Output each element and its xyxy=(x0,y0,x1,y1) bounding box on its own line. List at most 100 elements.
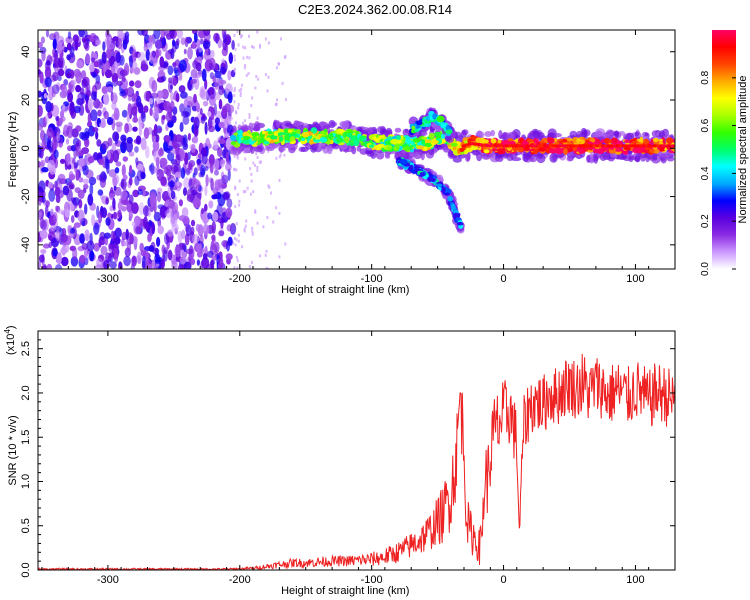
heatmap-noise-cell xyxy=(183,177,191,190)
colorbar-tick-label: 0.4 xyxy=(700,166,711,180)
heatmap-noise-speck xyxy=(251,230,254,234)
signal-track-cell xyxy=(428,132,435,139)
branch-track-cell xyxy=(419,172,425,177)
heatmap-noise-cell xyxy=(85,169,94,179)
heatmap-noise-cell xyxy=(121,164,126,177)
page-title: C2E3.2024.362.00.08.R14 xyxy=(298,2,452,17)
heatmap-noise-cell xyxy=(131,48,137,58)
heatmap-noise-cell xyxy=(46,263,53,269)
heatmap-noise-speck xyxy=(266,89,269,93)
heatmap-noise-cell xyxy=(40,129,46,141)
heatmap-noise-speck xyxy=(235,111,238,115)
heatmap-noise-cell xyxy=(131,106,138,116)
heatmap-noise-cell xyxy=(180,91,188,99)
heatmap-noise-cell xyxy=(183,48,187,55)
heatmap-noise-cell xyxy=(106,116,114,126)
heatmap-noise-cell xyxy=(69,228,76,234)
heatmap-noise-cell xyxy=(41,167,49,173)
signal-track-cell xyxy=(289,136,296,141)
heatmap-noise-cell xyxy=(175,153,181,166)
signal-track-halo xyxy=(359,148,368,155)
heatmap-noise-cell xyxy=(95,39,101,46)
heatmap-noise-cell xyxy=(55,194,61,204)
signal-track-cell xyxy=(497,139,502,144)
heatmap-noise-cell xyxy=(56,131,61,142)
heatmap-noise-cell xyxy=(41,139,46,151)
signal-track-cell xyxy=(483,149,490,154)
branch-track-cell xyxy=(455,217,461,221)
heatmap-noise-speck xyxy=(238,89,241,92)
heatmap-noise-cell xyxy=(41,50,46,62)
signal-track-halo xyxy=(300,146,309,152)
branch-track-cell xyxy=(430,177,436,182)
signal-track-halo xyxy=(618,131,626,136)
heatmap-noise-speck xyxy=(233,237,236,240)
heatmap-noise-cell xyxy=(107,42,115,50)
heatmap-noise-cell xyxy=(123,62,130,76)
heatmap-noise-cell xyxy=(140,63,149,72)
heatmap-noise-cell xyxy=(171,223,179,232)
heatmap-noise-cell xyxy=(202,224,210,236)
heatmap-noise-cell xyxy=(153,106,159,119)
heatmap-noise-speck xyxy=(266,216,269,220)
heatmap-noise-speck xyxy=(233,167,236,171)
heatmap-noise-cell xyxy=(126,110,130,123)
heatmap-noise-cell xyxy=(143,90,151,102)
heatmap-noise-cell xyxy=(43,264,47,269)
heatmap-y-tick-label: 40 xyxy=(20,46,32,58)
signal-track-cell xyxy=(395,143,400,150)
heatmap-noise-cell xyxy=(112,131,120,142)
signal-track-halo xyxy=(481,153,492,160)
heatmap-noise-speck xyxy=(241,121,244,125)
signal-track-cell xyxy=(284,134,289,141)
heatmap-noise-cell xyxy=(84,30,88,38)
heatmap-noise-cell xyxy=(96,257,103,267)
signal-track-cell xyxy=(563,148,568,155)
signal-track-halo xyxy=(293,120,299,128)
heatmap-noise-cell xyxy=(211,220,216,234)
heatmap-noise-cell xyxy=(195,62,202,72)
heatmap-noise-cell xyxy=(92,127,99,133)
heatmap-noise-speck xyxy=(260,160,262,164)
heatmap-noise-speck xyxy=(241,83,243,87)
heatmap-noise-cell xyxy=(122,137,127,150)
heatmap-noise-cell xyxy=(136,95,142,108)
heatmap-noise-cell xyxy=(201,113,206,119)
colorbar-label: Normalized spectral amplitude xyxy=(737,76,749,224)
snr-y-multiplier: (x104) xyxy=(3,325,17,355)
heatmap-noise-speck xyxy=(238,179,241,183)
heatmap-noise-cell xyxy=(129,80,135,87)
heatmap-noise-cell xyxy=(148,245,155,252)
signal-track-cell xyxy=(353,139,360,146)
heatmap-noise-cell xyxy=(163,30,172,37)
heatmap-noise-cell xyxy=(99,173,103,182)
secondary-track-cell xyxy=(415,120,423,126)
signal-track-cell xyxy=(406,141,411,145)
heatmap-noise-cell xyxy=(228,52,233,64)
heatmap-noise-speck xyxy=(235,168,238,172)
snr-x-tick-label: -100 xyxy=(361,574,383,586)
signal-track-halo xyxy=(634,155,641,163)
heatmap-noise-cell xyxy=(227,115,233,121)
heatmap-noise-speck xyxy=(267,149,270,153)
signal-track-cell xyxy=(624,147,631,151)
heatmap-noise-cell xyxy=(145,221,150,232)
heatmap-noise-cell xyxy=(83,38,89,50)
heatmap-noise-cell xyxy=(165,135,171,142)
heatmap-noise-cell xyxy=(45,30,50,38)
heatmap-x-tick-label: 100 xyxy=(626,273,644,285)
heatmap-noise-cell xyxy=(76,98,84,106)
heatmap-noise-cell xyxy=(211,255,218,261)
heatmap-noise-cell xyxy=(214,179,222,191)
heatmap-noise-speck xyxy=(256,116,259,120)
heatmap-noise-cell xyxy=(196,48,200,57)
heatmap-noise-cell xyxy=(58,117,64,125)
signal-track-cell xyxy=(313,139,321,143)
heatmap-noise-cell xyxy=(190,143,196,153)
heatmap-noise-cell xyxy=(105,217,111,226)
heatmap-x-tick-label: -300 xyxy=(97,273,119,285)
heatmap-noise-cell xyxy=(181,229,186,240)
heatmap-noise-cell xyxy=(44,66,52,79)
colorbar-tick-label: 0.6 xyxy=(700,118,711,132)
heatmap-noise-speck xyxy=(235,238,238,242)
